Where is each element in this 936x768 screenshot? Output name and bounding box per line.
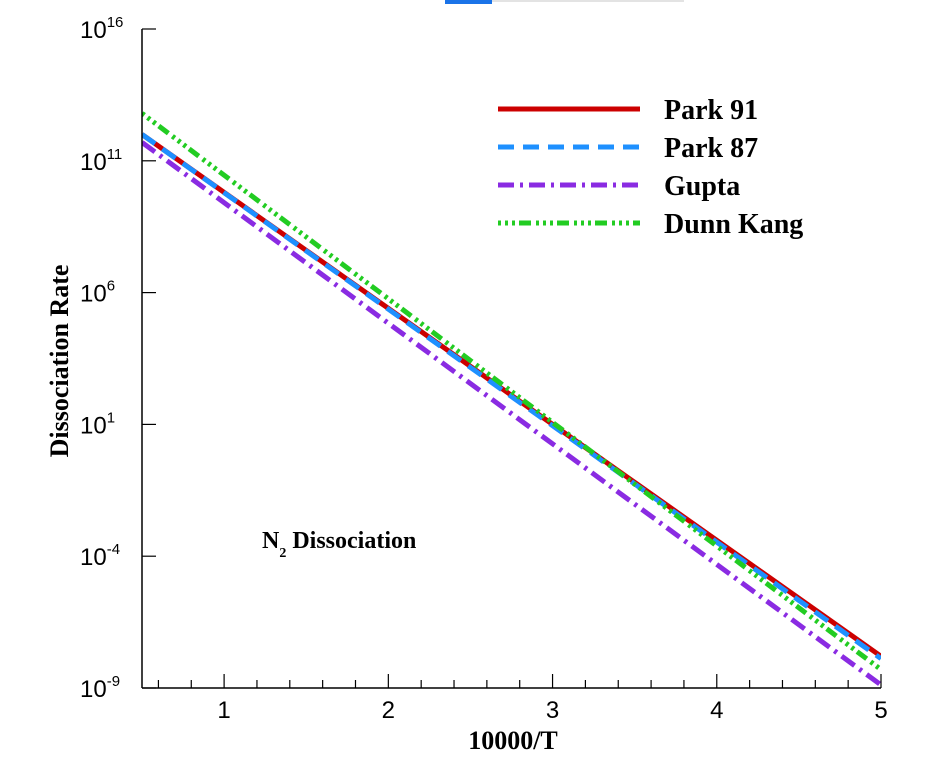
y-tick-label: 10-9: [80, 673, 120, 703]
series-line-park-87: [142, 132, 881, 661]
y-tick-label: 101: [80, 409, 115, 439]
series-line-dunn-kang: [142, 111, 881, 672]
y-tick-label: 106: [80, 278, 115, 308]
top-divider-bar: [492, 0, 684, 2]
x-tick-label: 1: [217, 697, 230, 724]
x-tick-label: 5: [874, 697, 887, 724]
x-axis-title: 10000/T: [468, 726, 558, 755]
x-tick-label: 3: [546, 697, 559, 724]
axes: [141, 29, 881, 689]
legend-label: Park 87: [664, 133, 758, 164]
series-line-gupta: [142, 140, 881, 688]
ticks: 1 2 3 4 5 1016 1011 106 101 10-4 10-9: [80, 14, 888, 724]
plot-lines: [142, 111, 881, 688]
annotation-rest: Dissociation: [286, 528, 416, 554]
y-tick-label: 10-4: [80, 541, 120, 571]
chart-annotation: N2 Dissociation: [262, 528, 416, 561]
top-accent-bar: [445, 0, 492, 4]
annotation-subscript: 2: [279, 546, 286, 561]
legend-label: Park 91: [664, 95, 758, 126]
y-tick-label: 1016: [80, 14, 123, 44]
y-tick-label: 1011: [80, 146, 122, 176]
y-axis-title: Dissociation Rate: [45, 265, 74, 458]
legend-label: Dunn Kang: [664, 209, 803, 240]
legend-label: Gupta: [664, 171, 740, 202]
x-tick-label: 2: [382, 697, 395, 724]
legend: Park 91 Park 87 Gupta Dunn Kang: [498, 95, 803, 240]
x-tick-label: 4: [710, 697, 723, 724]
annotation-main: N: [262, 528, 280, 554]
